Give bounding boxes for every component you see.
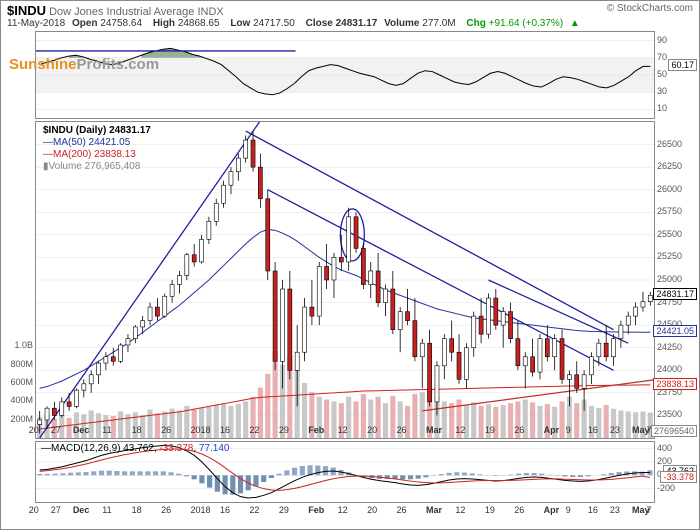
header: $INDU Dow Jones Industrial Average INDX — [7, 3, 224, 18]
ohlc-bar: 11-May-2018 Open 24758.64 High 24868.65 … — [7, 18, 584, 29]
source-attribution: © StockCharts.com — [607, 3, 693, 14]
rsi-panel — [35, 31, 655, 119]
index-name: Dow Jones Industrial Average INDX — [49, 6, 224, 18]
date: 11-May-2018 — [7, 18, 65, 29]
stock-chart: $INDU Dow Jones Industrial Average INDX … — [0, 0, 700, 530]
price-legend: $INDU (Daily) 24831.17 —MA(50) 24421.05 … — [43, 125, 151, 173]
macd-legend: —MACD(12,26,9) 43.762, -33.378, 77.140 — [41, 443, 229, 454]
watermark-logo: SunshineProfits.com — [9, 56, 159, 73]
symbol: $INDU — [7, 3, 46, 18]
